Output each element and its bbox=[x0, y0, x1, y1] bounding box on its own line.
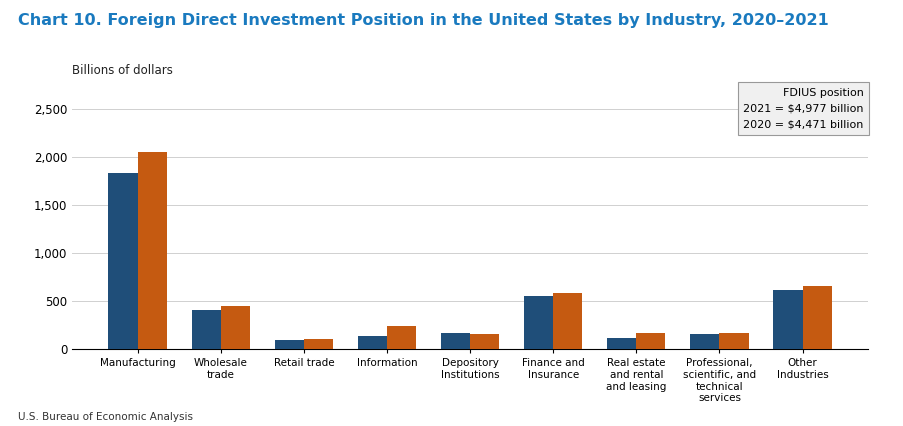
Bar bbox=[191, 310, 220, 349]
Bar bbox=[802, 286, 831, 349]
Bar bbox=[636, 334, 665, 349]
Bar bbox=[386, 326, 415, 349]
Bar bbox=[441, 334, 470, 349]
Bar bbox=[275, 340, 303, 349]
Bar bbox=[303, 339, 332, 349]
Bar bbox=[358, 337, 386, 349]
Text: Billions of dollars: Billions of dollars bbox=[72, 63, 173, 77]
Bar bbox=[470, 334, 498, 349]
Bar bbox=[137, 152, 166, 349]
Bar bbox=[553, 293, 582, 349]
Bar bbox=[690, 334, 719, 349]
Text: FDIUS position
2021 = $4,977 billion
2020 = $4,471 billion: FDIUS position 2021 = $4,977 billion 202… bbox=[742, 88, 863, 129]
Text: U.S. Bureau of Economic Analysis: U.S. Bureau of Economic Analysis bbox=[18, 412, 193, 422]
Text: Chart 10. Foreign Direct Investment Position in the United States by Industry, 2: Chart 10. Foreign Direct Investment Posi… bbox=[18, 13, 828, 28]
Bar bbox=[719, 333, 748, 349]
Bar bbox=[524, 296, 553, 349]
Bar bbox=[607, 338, 636, 349]
Bar bbox=[773, 290, 802, 349]
Bar bbox=[220, 306, 249, 349]
Bar bbox=[108, 173, 137, 349]
